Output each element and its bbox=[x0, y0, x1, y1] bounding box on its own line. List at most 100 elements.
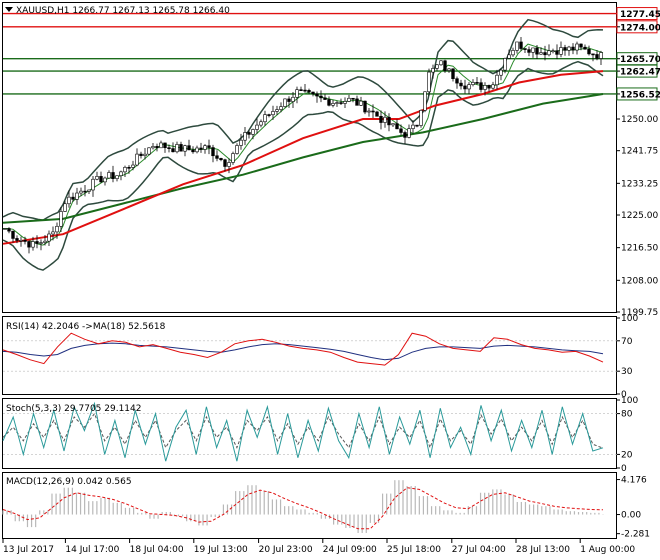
candle-body bbox=[491, 84, 495, 89]
time-tick-label-0: 13 Jul 2017 bbox=[3, 545, 54, 555]
level-label-3: 1262.47 bbox=[620, 68, 660, 78]
candle-body bbox=[175, 144, 179, 153]
candle-body bbox=[147, 147, 151, 155]
time-tick-label-4: 20 Jul 23:00 bbox=[259, 545, 313, 555]
candle-body bbox=[179, 144, 183, 152]
g-rsi-tick-label-2: 30 bbox=[621, 367, 633, 377]
price-panel[interactable] bbox=[2, 2, 617, 313]
band-upper bbox=[2, 18, 604, 221]
candle-body bbox=[283, 98, 287, 107]
candle-body bbox=[219, 158, 223, 161]
candle-body bbox=[11, 230, 15, 239]
candle-body bbox=[107, 172, 111, 179]
g-macd-tick-label-2: -2.281 bbox=[621, 530, 650, 540]
candle-body bbox=[287, 98, 291, 102]
candle-body bbox=[515, 41, 519, 51]
candle-body bbox=[403, 132, 407, 138]
candle-body bbox=[415, 124, 419, 127]
candle-body bbox=[563, 47, 567, 51]
g-rsi-tick-label-0: 100 bbox=[621, 314, 638, 324]
candle-body bbox=[191, 149, 195, 153]
g-stoch-tick-label-0: 100 bbox=[621, 396, 638, 406]
time-tick-label-1: 14 Jul 17:00 bbox=[65, 545, 119, 555]
candle-body bbox=[439, 60, 443, 66]
rsi-indicator: 100 70 30 0 bbox=[2, 314, 638, 400]
g-rsi-signal-line bbox=[2, 342, 604, 361]
candle-body bbox=[495, 74, 499, 86]
candle-body bbox=[163, 142, 167, 148]
candle-body bbox=[387, 116, 391, 126]
candle-body bbox=[359, 100, 363, 106]
candle-body bbox=[183, 145, 187, 152]
candle-body bbox=[247, 132, 251, 135]
time-tick-label-2: 18 Jul 04:00 bbox=[130, 545, 184, 555]
candle-body bbox=[207, 145, 211, 148]
candle-body bbox=[23, 240, 27, 242]
candle-body bbox=[227, 162, 231, 167]
candle-body bbox=[27, 241, 31, 248]
candle-body bbox=[363, 100, 367, 113]
macd-indicator: 4.176 0.00 -2.281 bbox=[2, 476, 650, 540]
candle-body bbox=[315, 93, 319, 97]
candle-body bbox=[223, 159, 227, 167]
candle-body bbox=[291, 96, 295, 102]
rsi-panel[interactable] bbox=[2, 316, 617, 395]
price-axis: 1250.00 1241.75 1233.25 1225.00 1216.50 1208.… bbox=[617, 26, 658, 318]
candle-body bbox=[115, 175, 119, 179]
price-tick-label-8: 1216.50 bbox=[621, 244, 658, 254]
candle-body bbox=[171, 148, 175, 153]
candle-body bbox=[567, 46, 571, 51]
stochastic-indicator: 100 80 20 0 bbox=[2, 396, 638, 474]
candle-body bbox=[95, 176, 99, 180]
candle-body bbox=[471, 82, 475, 85]
stoch-label: Stoch(5,3,3) 29.7705 29.1142 bbox=[6, 404, 141, 414]
candle-body bbox=[579, 43, 583, 48]
candle-body bbox=[539, 52, 543, 55]
candle-body bbox=[543, 52, 547, 56]
candle-body bbox=[331, 103, 335, 106]
candle-body bbox=[467, 84, 471, 90]
g-rsi-tick-label-3: 0 bbox=[621, 390, 627, 400]
candle-body bbox=[71, 196, 75, 200]
candle-body bbox=[239, 139, 243, 146]
candle-body bbox=[379, 115, 383, 123]
macd-panel[interactable] bbox=[2, 472, 617, 539]
candle-body bbox=[19, 240, 23, 242]
candle-body bbox=[587, 48, 591, 55]
candle-body bbox=[263, 114, 267, 123]
candle-body bbox=[295, 89, 299, 98]
candle-body bbox=[383, 116, 387, 123]
level-label-0: 1277.45 bbox=[620, 10, 660, 20]
triangle-down-icon[interactable] bbox=[5, 7, 13, 12]
candle-body bbox=[355, 98, 359, 106]
candle-body bbox=[259, 121, 263, 126]
candle-body bbox=[243, 132, 247, 141]
bollinger-bands bbox=[2, 18, 604, 271]
stoch-panel[interactable] bbox=[2, 398, 617, 469]
candle-body bbox=[151, 146, 155, 149]
candle-body bbox=[123, 166, 127, 173]
candle-body bbox=[139, 153, 143, 156]
candle-body bbox=[323, 97, 327, 100]
macd-label: MACD(12,26,9) 0.042 0.565 bbox=[6, 477, 132, 487]
time-tick-label-5: 24 Jul 09:00 bbox=[323, 545, 377, 555]
candle-body bbox=[475, 82, 479, 84]
candle-body bbox=[575, 43, 579, 51]
candle-body bbox=[535, 47, 539, 55]
candle-body bbox=[199, 147, 203, 150]
candle-body bbox=[431, 68, 435, 73]
candle-body bbox=[15, 238, 19, 241]
candle-body bbox=[275, 109, 279, 112]
candle-body bbox=[459, 82, 463, 87]
g-stoch-main-line bbox=[2, 401, 604, 462]
time-tick-label-6: 25 Jul 18:00 bbox=[387, 545, 441, 555]
candle-body bbox=[59, 211, 63, 227]
price-tick-label-9: 1208.00 bbox=[621, 276, 658, 286]
candle-body bbox=[127, 166, 131, 169]
band-lower bbox=[2, 60, 604, 271]
candle-body bbox=[411, 124, 415, 129]
candle-body bbox=[187, 145, 191, 151]
candle-body bbox=[343, 101, 347, 104]
